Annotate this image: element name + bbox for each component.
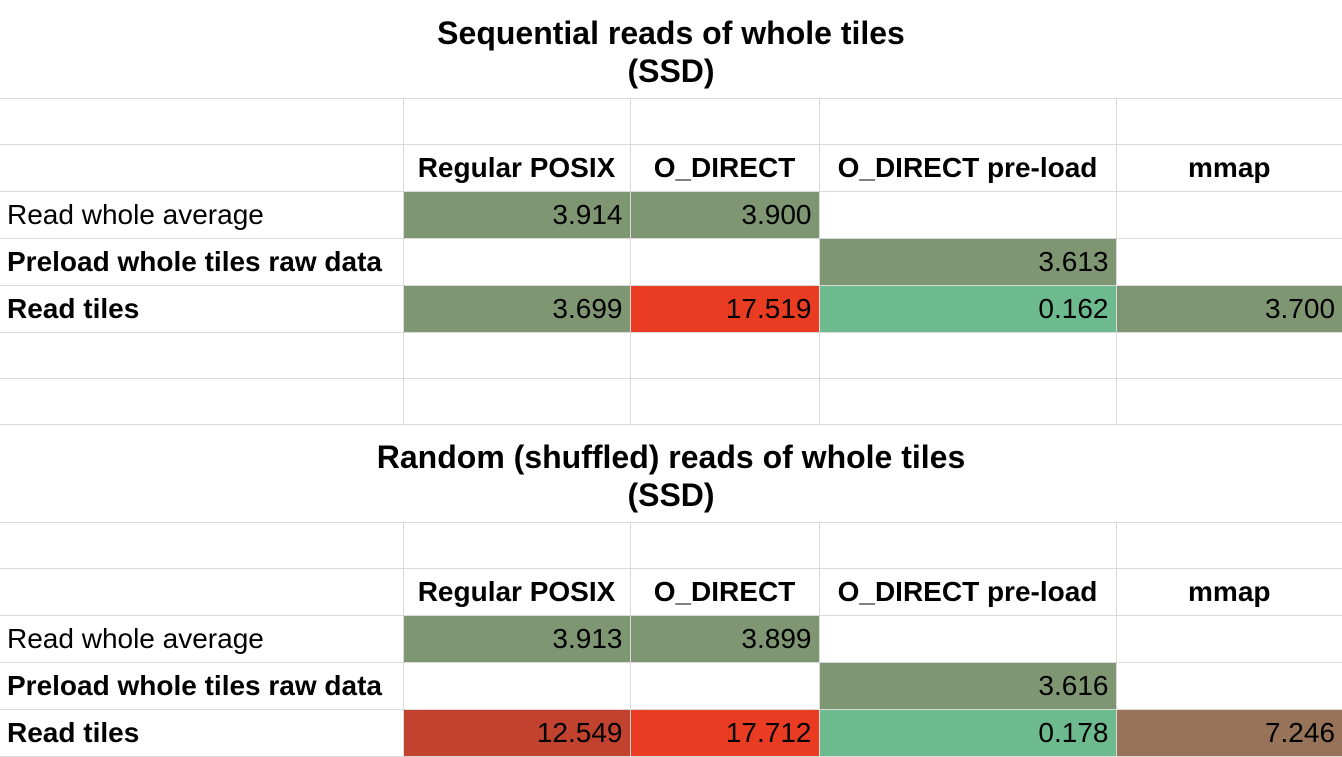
value-cell[interactable] [402, 661, 631, 710]
empty-row [0, 521, 1342, 569]
cell[interactable] [0, 331, 404, 379]
value-cell[interactable]: 12.549 [402, 708, 631, 757]
row-label[interactable]: Read whole average [0, 614, 404, 663]
value-cell[interactable]: 0.162 [818, 284, 1117, 333]
table-row: Preload whole tiles raw data 3.616 [0, 661, 1342, 710]
value-cell[interactable]: 3.699 [402, 284, 631, 333]
table-row: Read whole average 3.913 3.899 [0, 614, 1342, 663]
value-cell[interactable] [1115, 614, 1342, 663]
value-cell[interactable]: 3.616 [818, 661, 1117, 710]
cell[interactable] [0, 143, 404, 192]
cell[interactable] [629, 97, 820, 145]
value-cell[interactable]: 3.700 [1115, 284, 1342, 333]
value-cell[interactable] [1115, 661, 1342, 710]
value-cell[interactable]: 0.178 [818, 708, 1117, 757]
cell[interactable] [629, 521, 820, 569]
column-header-mmap[interactable]: mmap [1115, 567, 1342, 616]
table-row: Read tiles 12.549 17.712 0.178 7.246 [0, 708, 1342, 757]
table-row: Preload whole tiles raw data 3.613 [0, 237, 1342, 286]
section-1-header-row: Regular POSIX O_DIRECT O_DIRECT pre-load… [0, 143, 1342, 192]
column-header-o-direct[interactable]: O_DIRECT [629, 143, 820, 192]
value-cell[interactable]: 3.899 [629, 614, 820, 663]
cell[interactable] [0, 97, 404, 145]
value-cell[interactable] [402, 237, 631, 286]
section-1-title-row: Sequential reads of whole tiles (SSD) [0, 0, 1342, 99]
row-label[interactable]: Preload whole tiles raw data [0, 237, 404, 286]
row-label[interactable]: Read tiles [0, 284, 404, 333]
cell[interactable] [1115, 521, 1342, 569]
column-header-regular-posix[interactable]: Regular POSIX [402, 567, 631, 616]
empty-row [0, 377, 1342, 425]
column-header-o-direct-preload[interactable]: O_DIRECT pre-load [818, 567, 1117, 616]
section-2-header-row: Regular POSIX O_DIRECT O_DIRECT pre-load… [0, 567, 1342, 616]
value-cell[interactable] [629, 661, 820, 710]
cell[interactable] [1115, 377, 1342, 425]
cell[interactable] [629, 331, 820, 379]
section-2-title-row: Random (shuffled) reads of whole tiles (… [0, 424, 1342, 523]
column-header-o-direct-preload[interactable]: O_DIRECT pre-load [818, 143, 1117, 192]
value-cell[interactable]: 3.900 [629, 190, 820, 239]
value-cell[interactable]: 7.246 [1115, 708, 1342, 757]
cell[interactable] [1115, 331, 1342, 379]
value-cell[interactable] [818, 614, 1117, 663]
cell[interactable] [818, 97, 1117, 145]
cell[interactable] [818, 377, 1117, 425]
cell[interactable] [629, 377, 820, 425]
value-cell[interactable]: 3.613 [818, 237, 1117, 286]
section-1-title-line2: (SSD) [627, 52, 715, 89]
value-cell[interactable] [818, 190, 1117, 239]
cell[interactable] [0, 521, 404, 569]
section-1-title-line1: Sequential reads of whole tiles [437, 14, 905, 51]
cell[interactable] [1115, 97, 1342, 145]
value-cell[interactable]: 17.519 [629, 284, 820, 333]
value-cell[interactable] [1115, 190, 1342, 239]
cell[interactable] [818, 331, 1117, 379]
row-label[interactable]: Preload whole tiles raw data [0, 661, 404, 710]
cell[interactable] [0, 567, 404, 616]
table-row: Read tiles 3.699 17.519 0.162 3.700 [0, 284, 1342, 333]
value-cell[interactable] [629, 237, 820, 286]
row-label[interactable]: Read whole average [0, 190, 404, 239]
value-cell[interactable]: 17.712 [629, 708, 820, 757]
cell[interactable] [402, 97, 631, 145]
column-header-mmap[interactable]: mmap [1115, 143, 1342, 192]
row-label[interactable]: Read tiles [0, 708, 404, 757]
value-cell[interactable]: 3.914 [402, 190, 631, 239]
value-cell[interactable]: 3.913 [402, 614, 631, 663]
section-2-title-line2: (SSD) [627, 477, 715, 513]
column-header-o-direct[interactable]: O_DIRECT [629, 567, 820, 616]
cell[interactable] [402, 521, 631, 569]
cell[interactable] [818, 521, 1117, 569]
table-row: Read whole average 3.914 3.900 [0, 190, 1342, 239]
empty-row [0, 331, 1342, 379]
cell[interactable] [0, 377, 404, 425]
section-2-title[interactable]: Random (shuffled) reads of whole tiles (… [0, 424, 1342, 523]
section-1-title[interactable]: Sequential reads of whole tiles (SSD) [0, 0, 1342, 99]
section-2-title-line1: Random (shuffled) reads of whole tiles [376, 439, 966, 475]
value-cell[interactable] [1115, 237, 1342, 286]
column-header-regular-posix[interactable]: Regular POSIX [402, 143, 631, 192]
cell[interactable] [402, 377, 631, 425]
empty-row [0, 97, 1342, 145]
cell[interactable] [402, 331, 631, 379]
